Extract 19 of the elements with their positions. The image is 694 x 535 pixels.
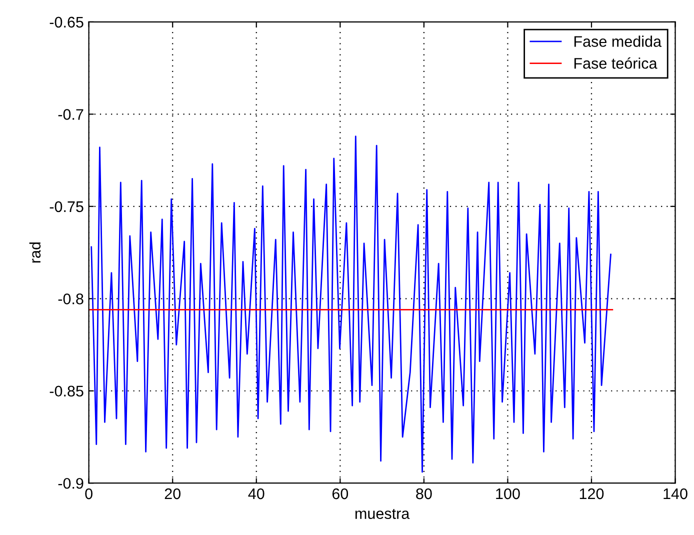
x-tick-label: 0 (85, 488, 92, 500)
y-tick-label: -0.9 (58, 478, 84, 489)
y-tick-label: -0.7 (58, 109, 84, 120)
x-tick-label: 140 (664, 488, 688, 500)
x-tick-label: 40 (248, 488, 264, 500)
y-tick-label: -0.65 (50, 16, 84, 28)
x-tick-label: 120 (580, 488, 604, 500)
y-tick-label: -0.85 (50, 386, 84, 397)
x-tick-label: 100 (496, 488, 520, 500)
line-series (90, 136, 612, 473)
y-axis-title: rad (29, 242, 41, 263)
x-axis-title: muestra (355, 508, 410, 519)
y-tick-label: -0.8 (58, 294, 84, 304)
x-tick-label: 60 (332, 488, 348, 500)
y-tick-label: -0.75 (50, 201, 84, 212)
legend-label: Fase medida (574, 36, 662, 47)
legend-label: Fase teórica (574, 57, 658, 69)
x-tick-label: 20 (164, 488, 181, 500)
x-tick-label: 80 (416, 488, 432, 500)
